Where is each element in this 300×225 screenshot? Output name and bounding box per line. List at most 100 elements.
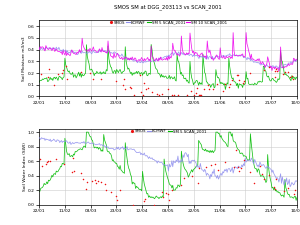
Point xyxy=(63,65,68,68)
Point xyxy=(233,148,238,152)
Point xyxy=(108,190,113,194)
Point xyxy=(208,163,213,166)
Point xyxy=(99,180,103,184)
Point xyxy=(169,188,174,191)
Point xyxy=(234,73,239,77)
Point xyxy=(138,73,142,77)
Point xyxy=(286,187,291,190)
Point xyxy=(122,77,127,81)
Point xyxy=(242,79,247,83)
Point xyxy=(214,82,219,86)
Point xyxy=(272,75,277,79)
Point xyxy=(260,172,265,175)
Point xyxy=(95,179,100,182)
Point xyxy=(61,162,66,166)
Point xyxy=(44,160,49,163)
Point xyxy=(288,75,292,78)
Point xyxy=(223,160,228,164)
Point xyxy=(142,199,147,203)
Point xyxy=(262,177,267,180)
Point xyxy=(38,72,43,76)
Point xyxy=(195,182,200,185)
Legend: SMOS, ECMWF, SM 5 SCAN_2001: SMOS, ECMWF, SM 5 SCAN_2001 xyxy=(130,129,206,133)
Title: SMOS SM at DGG_203113 vs SCAN_2001: SMOS SM at DGG_203113 vs SCAN_2001 xyxy=(114,4,222,10)
Point xyxy=(61,68,66,72)
Point xyxy=(141,93,146,97)
Point xyxy=(236,165,241,168)
Point xyxy=(99,77,103,81)
Point xyxy=(145,86,150,90)
Point xyxy=(81,178,85,181)
Point xyxy=(198,93,203,97)
Point xyxy=(164,191,168,195)
Point xyxy=(93,179,98,182)
Point xyxy=(113,79,118,83)
Point xyxy=(197,166,202,170)
Point xyxy=(203,165,208,169)
Point xyxy=(176,94,180,97)
Point xyxy=(160,190,165,194)
Point xyxy=(199,94,204,97)
Point xyxy=(194,86,199,90)
Point xyxy=(274,67,279,71)
Point xyxy=(185,94,190,97)
Point xyxy=(237,78,242,82)
Point xyxy=(267,65,272,69)
Point xyxy=(129,86,134,90)
Point xyxy=(271,185,276,189)
Point xyxy=(159,92,164,96)
Point xyxy=(216,168,221,171)
Point xyxy=(88,72,92,75)
Point xyxy=(79,171,84,175)
Y-axis label: Soil Moisture m3/m3: Soil Moisture m3/m3 xyxy=(22,36,26,81)
Point xyxy=(45,160,50,163)
Point xyxy=(292,192,297,196)
Point xyxy=(192,94,197,97)
Point xyxy=(51,83,56,87)
Point xyxy=(54,157,59,160)
Point xyxy=(84,187,89,191)
Point xyxy=(169,94,174,97)
Point xyxy=(281,72,286,76)
Point xyxy=(222,82,227,86)
Point xyxy=(242,158,247,161)
Point xyxy=(226,85,231,89)
Point xyxy=(188,89,193,92)
Point xyxy=(237,169,242,173)
Point xyxy=(104,188,109,192)
Point xyxy=(272,187,277,190)
Point xyxy=(293,189,298,192)
Point xyxy=(113,194,118,198)
Point xyxy=(60,72,65,75)
Point xyxy=(248,170,253,174)
Point xyxy=(201,87,206,91)
Point xyxy=(85,180,90,184)
Point xyxy=(182,176,186,180)
Point xyxy=(194,92,198,95)
Y-axis label: Soil Water Index (SWI): Soil Water Index (SWI) xyxy=(22,142,27,191)
Point xyxy=(172,94,177,97)
Point xyxy=(290,74,294,77)
Point xyxy=(189,174,194,178)
Point xyxy=(206,83,211,87)
Point xyxy=(118,188,122,191)
Point xyxy=(142,81,147,85)
Point xyxy=(220,89,225,92)
Point xyxy=(114,198,119,202)
Point xyxy=(166,87,171,91)
Point xyxy=(166,192,171,196)
Point xyxy=(232,165,236,169)
Point xyxy=(102,182,107,186)
Point xyxy=(65,77,70,81)
Point xyxy=(274,177,279,181)
Point xyxy=(236,73,241,77)
Point xyxy=(143,198,148,201)
Point xyxy=(138,90,143,93)
Point xyxy=(197,94,202,97)
Point xyxy=(161,195,166,199)
Point xyxy=(178,183,183,187)
Point xyxy=(262,68,267,72)
Point xyxy=(144,88,148,91)
Point xyxy=(285,70,290,74)
Point xyxy=(251,181,256,185)
